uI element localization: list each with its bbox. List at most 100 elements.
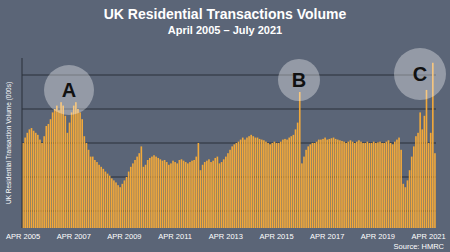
bar [124, 180, 126, 228]
bar [333, 138, 335, 228]
title: UK Residential Transactions Volume [104, 6, 347, 22]
bar [417, 133, 419, 228]
bar [202, 165, 204, 228]
x-tick-label: APR 2005 [6, 232, 40, 241]
bar [96, 162, 98, 228]
chart: APR 2005APR 2007APR 2009APR 2011APR 2013… [0, 0, 450, 252]
bar [310, 144, 312, 228]
bar [43, 136, 45, 228]
bar [187, 163, 189, 228]
bar [54, 109, 56, 228]
bar [257, 138, 259, 228]
bar [278, 143, 280, 228]
annotation-label: C [413, 63, 427, 85]
bar [189, 162, 191, 228]
bar [64, 116, 66, 228]
bar [244, 140, 246, 228]
source: Source: HMRC [394, 242, 445, 251]
bar [295, 129, 297, 228]
bar [149, 158, 151, 228]
bar [67, 133, 69, 228]
bar [206, 161, 208, 228]
y-axis-line [22, 58, 23, 228]
bar [157, 158, 159, 228]
bar [88, 150, 90, 228]
bar [151, 157, 153, 228]
bar [208, 159, 210, 228]
bar [345, 143, 347, 228]
bar [362, 143, 364, 228]
bar [259, 139, 261, 228]
bar [81, 119, 83, 228]
x-tick-label: APR 2021 [412, 232, 446, 241]
bar [337, 140, 339, 228]
bar [84, 136, 86, 228]
bar [162, 161, 164, 228]
bar [341, 141, 343, 228]
bar [329, 139, 331, 228]
bar [92, 157, 94, 228]
bar [255, 138, 257, 228]
bar [248, 136, 250, 228]
bar [360, 142, 362, 228]
y-axis-label: UK Residential Transaction Volume (000s) [5, 82, 13, 204]
bar [358, 140, 360, 228]
bar [291, 136, 293, 228]
bar [50, 119, 52, 228]
bar [386, 142, 388, 228]
bar [229, 150, 231, 228]
bar [261, 140, 263, 228]
bar [320, 140, 322, 228]
bar [419, 112, 421, 228]
bar [271, 143, 273, 228]
bar [132, 163, 134, 228]
bar [100, 167, 102, 228]
bar [314, 143, 316, 228]
bar [75, 102, 77, 228]
bar [77, 109, 79, 228]
bar [134, 160, 136, 228]
bar [371, 143, 373, 228]
bar [35, 133, 37, 228]
x-tick-label: APR 2013 [209, 232, 243, 241]
bar [200, 170, 202, 228]
bar [242, 138, 244, 228]
bar [164, 160, 166, 228]
x-tick-label: APR 2007 [57, 232, 91, 241]
x-tick-label: APR 2019 [361, 232, 395, 241]
bar [90, 157, 92, 228]
bar [265, 142, 267, 228]
bar [185, 162, 187, 228]
bars [22, 63, 436, 228]
bar [29, 129, 31, 228]
bar [168, 165, 170, 228]
bar [421, 129, 423, 228]
bar [276, 143, 278, 228]
bar [405, 187, 407, 228]
bar [282, 140, 284, 228]
bar [428, 143, 430, 228]
bar [155, 157, 157, 228]
bar [352, 142, 354, 228]
bar [145, 165, 147, 228]
bar [274, 142, 276, 228]
bar [335, 139, 337, 228]
bar [111, 178, 113, 228]
bar [238, 142, 240, 228]
bar [367, 142, 369, 228]
bar [373, 142, 375, 228]
bar [128, 172, 130, 228]
bar [153, 155, 155, 228]
bar [326, 140, 328, 228]
bar [331, 138, 333, 228]
background [0, 0, 450, 252]
bar [130, 167, 132, 228]
subtitle: April 2005 – July 2021 [168, 24, 282, 36]
bar [39, 140, 41, 228]
bar [233, 144, 235, 228]
annotation-circle [394, 48, 446, 100]
bar [434, 153, 436, 228]
bar [297, 123, 299, 228]
x-tick-label: APR 2015 [259, 232, 293, 241]
bar [303, 157, 305, 228]
